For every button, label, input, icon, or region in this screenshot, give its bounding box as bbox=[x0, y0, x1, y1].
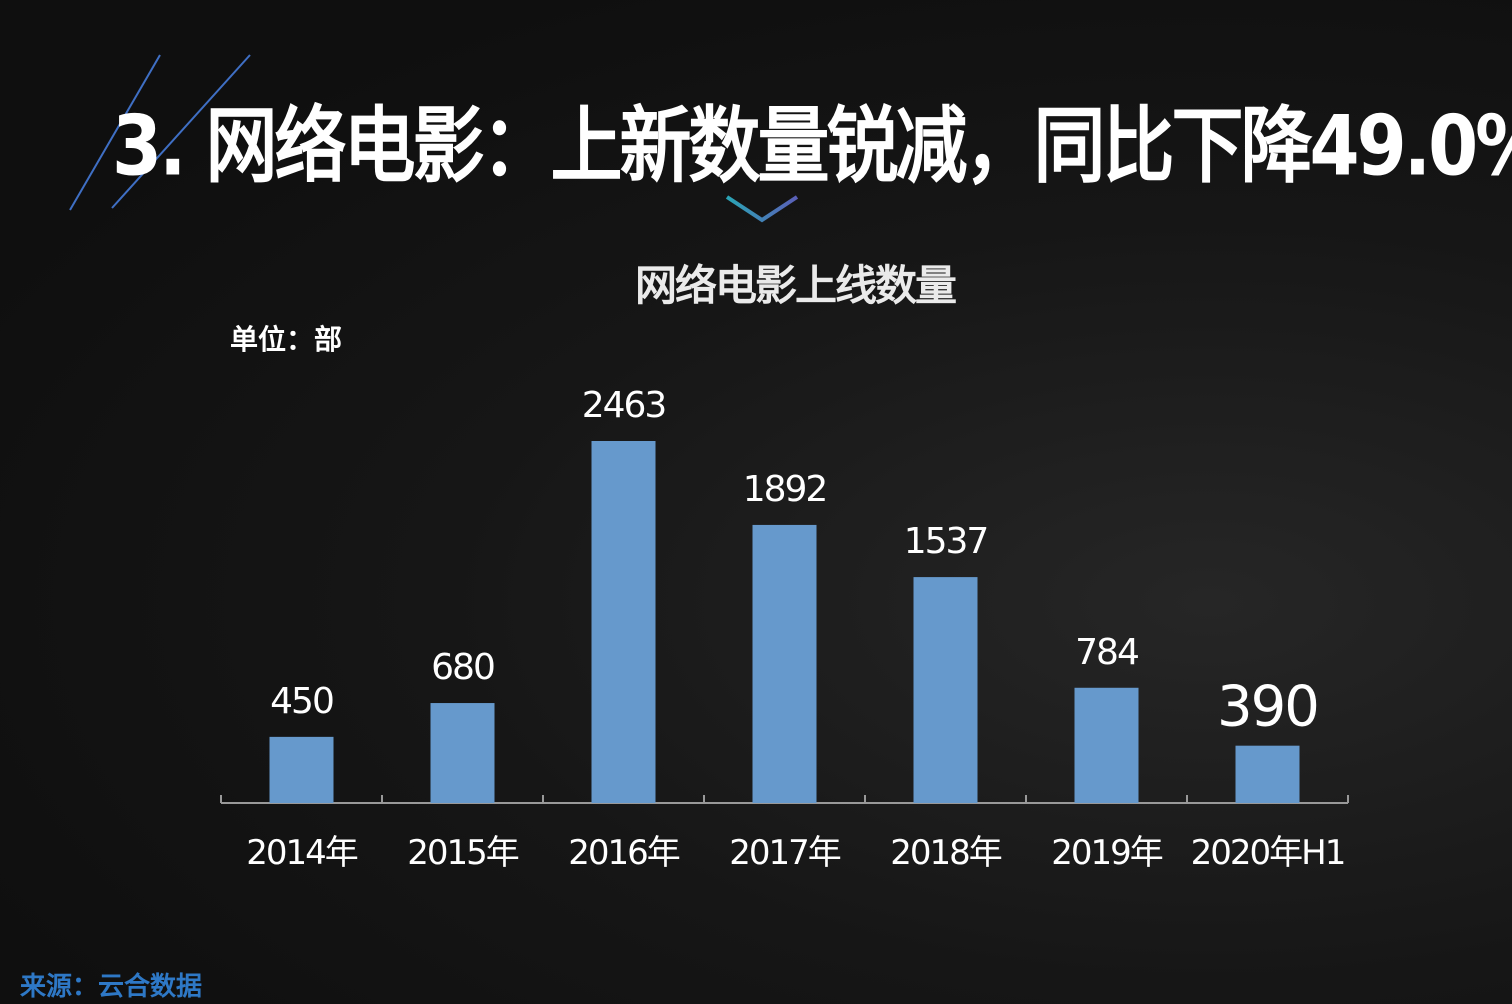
accent-line bbox=[111, 54, 251, 209]
bar bbox=[430, 703, 495, 803]
bar bbox=[1235, 745, 1300, 803]
accent-line bbox=[69, 54, 161, 211]
data-label: 390 bbox=[1217, 675, 1318, 740]
chart-title: 网络电影上线数量 bbox=[634, 261, 957, 310]
bar bbox=[269, 736, 334, 803]
source-label: 来源：云合数据 bbox=[20, 972, 203, 1002]
chevron-down-icon bbox=[725, 195, 799, 223]
x-tick-label: 2019年 bbox=[1051, 833, 1163, 873]
unit-label: 单位：部 bbox=[230, 323, 343, 356]
data-label: 1892 bbox=[743, 469, 827, 510]
bar bbox=[591, 441, 656, 803]
x-tick-label: 2016年 bbox=[568, 833, 680, 873]
x-tick-label: 2014年 bbox=[246, 833, 358, 873]
data-label: 450 bbox=[270, 681, 333, 722]
bar bbox=[752, 524, 817, 803]
x-tick-label: 2018年 bbox=[890, 833, 1002, 873]
x-tick-label: 2017年 bbox=[729, 833, 841, 873]
x-tick-label: 2020年H1 bbox=[1191, 833, 1345, 873]
slide-title: 3. 网络电影：上新数量锐减，同比下降49.0% bbox=[112, 97, 1512, 195]
bar bbox=[913, 577, 978, 803]
data-label: 784 bbox=[1075, 632, 1138, 673]
bar bbox=[1074, 687, 1139, 803]
data-label: 680 bbox=[431, 647, 494, 688]
data-label: 2463 bbox=[582, 385, 666, 426]
x-tick-label: 2015年 bbox=[407, 833, 519, 873]
data-label: 1537 bbox=[904, 521, 988, 562]
